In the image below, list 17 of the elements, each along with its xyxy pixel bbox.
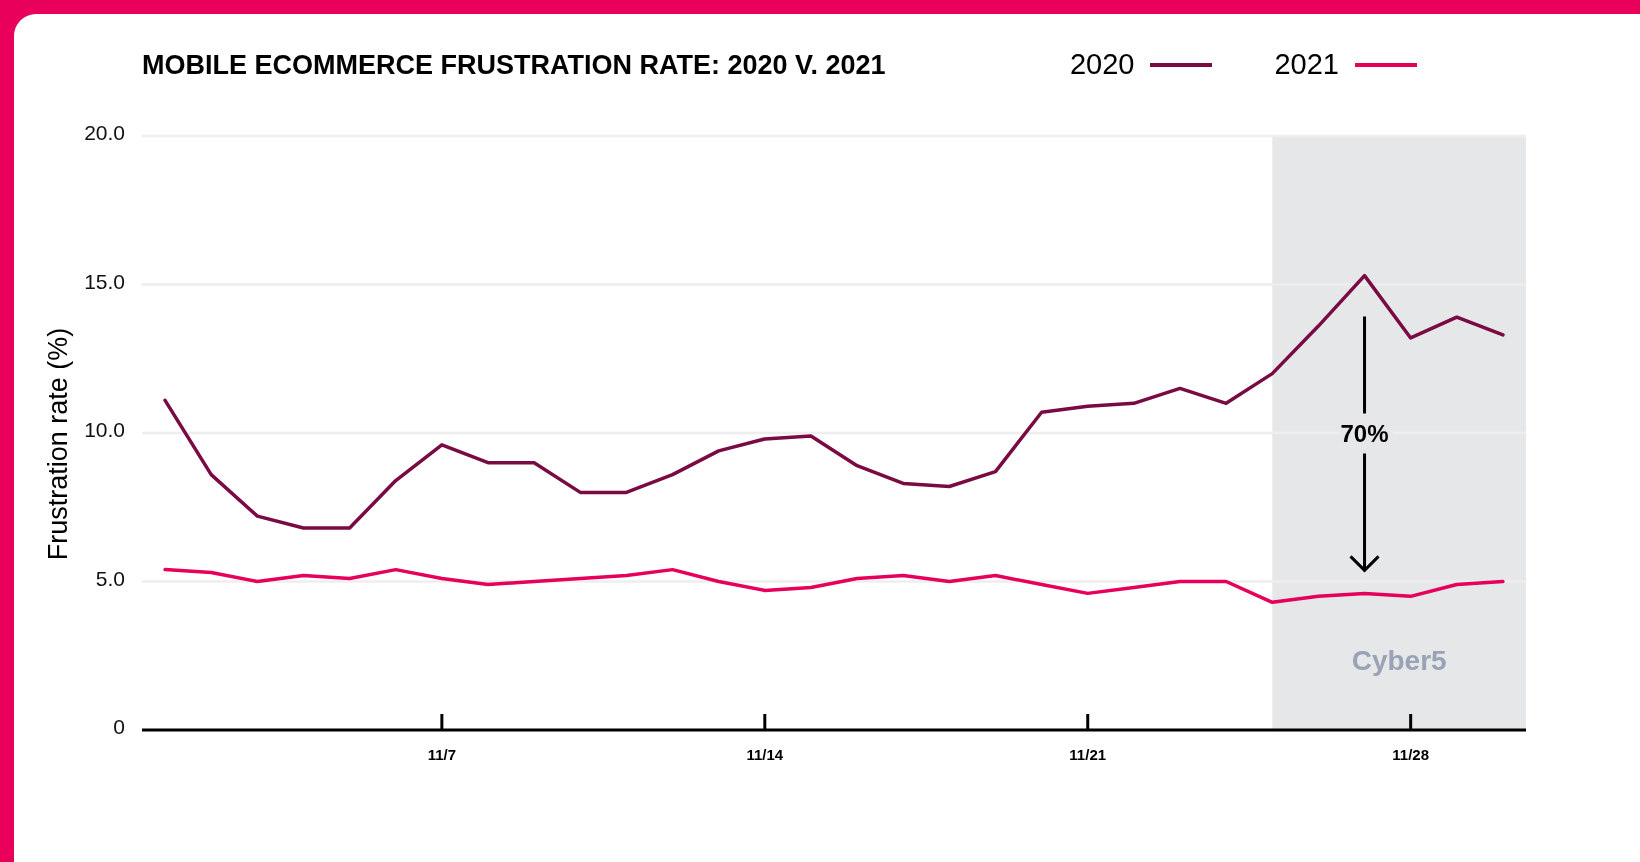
y-tick-label: 5.0 bbox=[95, 566, 125, 590]
y-tick-label: 15.0 bbox=[84, 269, 125, 293]
annotation: 70% bbox=[1340, 420, 1389, 448]
y-tick-label: 0 bbox=[113, 715, 125, 738]
legend-label: 2020 bbox=[1069, 48, 1135, 81]
legend-label: 2021 bbox=[1274, 48, 1339, 81]
line-series bbox=[163, 567, 1505, 605]
x-tick-label: 11/14 bbox=[746, 746, 784, 763]
x-tick-label: 11/21 bbox=[1069, 746, 1107, 763]
x-tick-label: 11/7 bbox=[427, 746, 457, 763]
x-tick-label: 11/28 bbox=[1392, 746, 1430, 763]
band-label: Cyber5 bbox=[1351, 645, 1447, 676]
y-axis-title: Frustration rate (%) bbox=[42, 327, 74, 561]
y-tick-label: 10.0 bbox=[84, 418, 125, 441]
line-series bbox=[163, 273, 1505, 530]
y-tick-label: 20.0 bbox=[84, 121, 125, 144]
chart-title: MOBILE ECOMMERCE FRUSTRATION RATE: 2020 V. 2021 bbox=[142, 50, 886, 81]
